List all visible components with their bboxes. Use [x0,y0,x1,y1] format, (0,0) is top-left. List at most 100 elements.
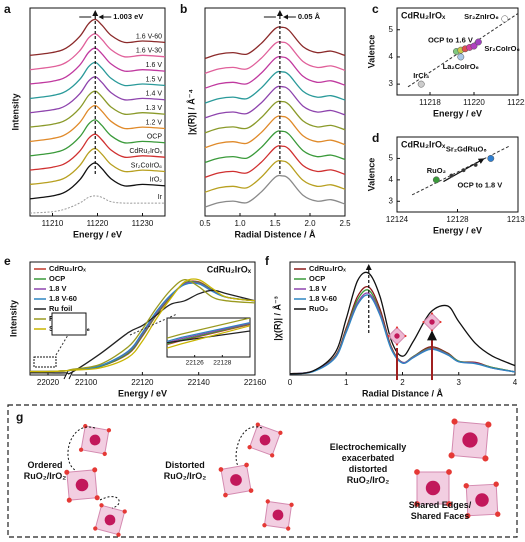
x-axis-label: Energy / eV [433,225,482,235]
oxygen-atom [99,503,104,508]
legend-label: CdRu₂IrOₓ [129,148,162,155]
panel-letter: c [372,2,379,16]
oxygen-atom [414,501,420,507]
x-tick-label: 22100 [75,378,98,387]
y-axis-label: Valence [366,158,376,192]
oxygen-atom [446,469,452,475]
point-label: IrCl₃ [413,71,430,80]
legend-label: 1.6 V [146,62,163,69]
data-point [449,173,454,178]
x-tick-label: 4 [513,378,518,387]
x-tick-label: 1.5 [269,219,281,228]
x-tick-label: 0 [288,378,293,387]
oxygen-atom [495,511,501,517]
legend-label: CdRu₂IrOₓ [49,264,86,273]
legend-label: IrO₂ [150,177,163,184]
octahedron [93,503,127,537]
metal-atom [475,493,489,507]
plot-frame [396,7,519,96]
series-line [204,160,346,193]
series-line [29,195,165,214]
legend-label: 1.2 V [146,119,163,126]
fit-line [411,145,511,196]
pre-edge-inset [51,312,87,336]
octahedron [218,462,254,498]
x-tick-label: 12124 [386,215,409,224]
oxygen-atom [493,481,499,487]
metal-atom [259,434,271,446]
series-line [204,174,346,208]
x-tick-label: 11222 [507,98,525,107]
pre-edge-box [33,356,57,368]
annotation: 0.05 Å [298,12,321,21]
diagram-label: Electrochemically exacerbated distorted … [329,442,407,485]
oxygen-atom [218,467,224,472]
octahedron [262,499,294,531]
legend-label: 1.8 V-60 [309,294,337,303]
data-point [473,162,478,167]
diagram-label: Distorted RuO₂/IrO₂ [163,460,207,481]
x-tick-label: 11220 [463,98,485,107]
x-tick-label: 11218 [419,98,441,107]
x-tick-label: 3 [457,378,462,387]
chart-title: CdRu₂IrOₓ [401,139,446,149]
x-tick-label: 22160 [244,378,267,387]
x-axis-label: Energy / eV [433,108,482,118]
point-label: Sr₂CoIrO₆ [484,44,520,53]
series-line [204,85,346,119]
zoom-arrow [55,313,178,356]
y-tick-label: 4 [389,175,394,184]
point-label: OCP to 1.6 V [428,35,473,44]
point-label: OCP to 1.8 V [457,181,502,190]
oxygen-atom [66,497,72,503]
legend-label: Ru foil [49,304,72,313]
octahedron [448,418,492,462]
series-line [29,119,166,157]
octahedron [463,481,501,519]
inset-tick-label: 22126 [186,360,204,367]
x-axis-label: Energy / eV [118,388,167,398]
panel-letter: b [180,2,187,16]
oxygen-atom [106,428,112,433]
legend-label: OCP [147,134,163,141]
series-line [29,278,256,373]
shell-arrows [396,332,432,380]
panel-letter: d [372,131,379,145]
data-point [417,80,425,88]
x-axis-label: Radial Distance / Å [362,388,444,398]
point-label: Sr₂GdRuO₆ [446,144,487,153]
series-line [204,145,346,179]
legend-label: 1.8 V [49,284,67,293]
oxygen-atom [387,334,390,338]
oxygen-atom [463,483,469,489]
oxygen-atom [262,523,267,528]
y-tick-label: 3 [389,79,394,88]
x-axis-label: Energy / eV [73,229,122,239]
point-label: Sr₂ZnIrO₆ [464,12,499,21]
data-point [487,154,495,162]
series-line [204,100,346,134]
x-tick-label: 22120 [131,378,154,387]
oxygen-atom [102,451,107,457]
oxygen-atom [247,445,252,450]
y-axis-label: |χ(R)| / Å⁻³ [272,296,282,340]
data-point [461,168,466,173]
x-tick-label: 12132 [507,215,525,224]
data-point [501,15,509,23]
legend-label: OCP [309,274,325,283]
legend-label: OCP [49,274,65,283]
peak-arrow [276,10,283,16]
legend-label: 1.4 V [146,91,163,98]
oxygen-atom [93,526,98,531]
series-line [204,41,346,75]
oxygen-atom [395,343,399,346]
octahedron [247,422,283,458]
legend-label: 1.8 V [309,284,327,293]
y-axis-label: Intensity [10,93,20,130]
legend-label: 1.8 V-60 [49,294,77,303]
oxygen-atom [395,326,399,329]
octahedron [64,467,100,503]
oxygen-atom [270,453,275,458]
y-axis-label: Intensity [8,300,18,337]
